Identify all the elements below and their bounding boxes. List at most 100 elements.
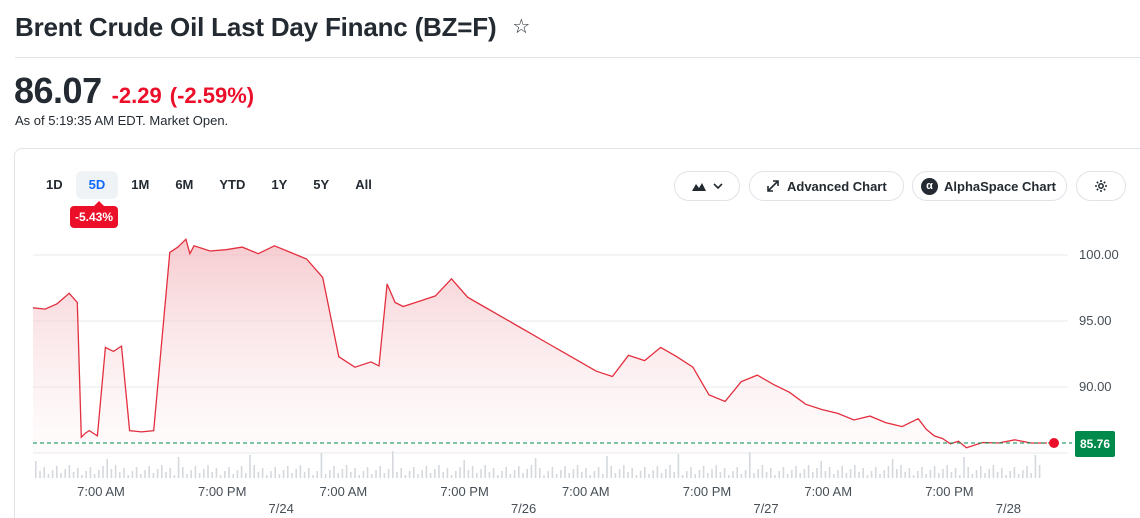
gear-icon [1095,180,1107,192]
advanced-chart-button[interactable]: Advanced Chart [749,171,904,201]
volume-bar [102,466,104,478]
volume-bar [198,473,201,478]
volume-bar [245,473,247,478]
volume-bar [161,465,163,478]
volume-bar [984,473,986,478]
alpha-icon: α [921,177,938,195]
volume-bar [266,475,268,478]
volume-bar [585,468,587,478]
volume-bar [56,466,58,478]
volume-bar [854,465,856,478]
header-divider [15,57,1140,58]
volume-bar [497,475,499,478]
volume-bar [639,471,642,478]
range-all[interactable]: All [355,177,372,192]
volume-bar [492,468,495,478]
volume-bar [341,469,344,478]
range-1m[interactable]: 1M [131,177,150,192]
volume-bar [996,472,999,478]
range-5d[interactable]: 5D [75,171,119,199]
volume-bar [744,470,747,478]
range-change-badge: -5.43% [70,201,119,228]
advanced-chart-label: Advanced Chart [787,178,887,194]
x-date-label: 7/27 [753,501,778,516]
volume-bars [35,451,1041,478]
volume-bar [543,475,545,478]
star-icon[interactable]: ☆ [512,16,531,38]
y-axis: 100.00 95.00 90.00 [1079,247,1119,394]
volume-bar [887,466,890,478]
x-tick-label: 7:00 AM [804,484,852,499]
volume-bar [925,474,927,478]
volume-bar [606,456,608,478]
volume-bar [501,471,503,478]
chart-type-dropdown[interactable] [674,171,740,201]
chart-settings-button[interactable] [1076,171,1126,201]
volume-bar [686,471,688,478]
volume-bar [438,465,440,478]
volume-bar [900,465,902,478]
range-ytd[interactable]: YTD [219,177,246,192]
range-selector: 1D 5D 1M 6M YTD 1Y 5Y All [33,171,385,199]
volume-bar [572,469,575,478]
volume-bar [156,469,159,478]
volume-bar [417,474,419,478]
volume-bar [173,475,176,478]
volume-bar [883,470,885,478]
volume-bar [509,474,512,478]
volume-bar [1034,455,1037,478]
volume-bar [148,466,150,478]
volume-bar [375,470,377,478]
volume-bar [253,465,255,478]
volume-bar [820,461,822,478]
last-price: 86.07 [14,70,102,111]
range-6m[interactable]: 6M [175,177,194,192]
alphaspace-chart-button[interactable]: α AlphaSpace Chart [912,171,1067,201]
volume-bar [551,467,554,478]
volume-bar [988,469,990,478]
volume-bar [72,472,75,478]
volume-bar [106,459,108,478]
volume-bar [761,465,764,478]
range-1y[interactable]: 1Y [271,177,288,192]
volume-bar [921,467,923,478]
volume-bar [1005,475,1007,478]
volume-bar [60,473,62,478]
volume-bar [429,473,432,478]
volume-bar [1026,466,1028,478]
volume-bar [929,470,932,478]
volume-bar [488,472,491,478]
volume-bar [249,455,251,478]
price-change-percent: (-2.59%) [169,83,255,108]
volume-bar [627,472,629,478]
volume-bar [610,466,612,478]
volume-bar [673,472,675,478]
volume-bar [165,472,167,478]
range-5y[interactable]: 5Y [313,177,330,192]
volume-bar [215,468,218,478]
range-1d[interactable]: 1D [46,177,63,192]
x-date-label: 7/28 [996,501,1021,516]
volume-bar [547,471,549,478]
volume-bar [732,471,734,478]
volume-bar [765,472,768,478]
x-tick-label: 7:00 AM [562,484,610,499]
volume-bar [799,473,801,478]
volume-bar [917,471,919,478]
volume-bar [875,467,877,478]
volume-bar [782,467,785,478]
volume-bar [891,459,894,478]
volume-bar [581,472,583,478]
volume-bar [959,475,961,478]
x-axis: 7:00 AM 7:00 PM 7/24 7:00 AM 7:00 PM 7/26 7:00… [77,484,1021,516]
x-tick-label: 7:00 PM [683,484,731,499]
volume-bar [967,467,969,478]
quote-row: 86.07 -2.29 (-2.59%) [14,70,254,112]
volume-bar [518,466,520,478]
volume-bar [140,474,142,478]
volume-bar [656,466,659,478]
x-tick-label: 7:00 PM [198,484,246,499]
volume-bar [354,468,356,478]
volume-bar [539,468,541,478]
